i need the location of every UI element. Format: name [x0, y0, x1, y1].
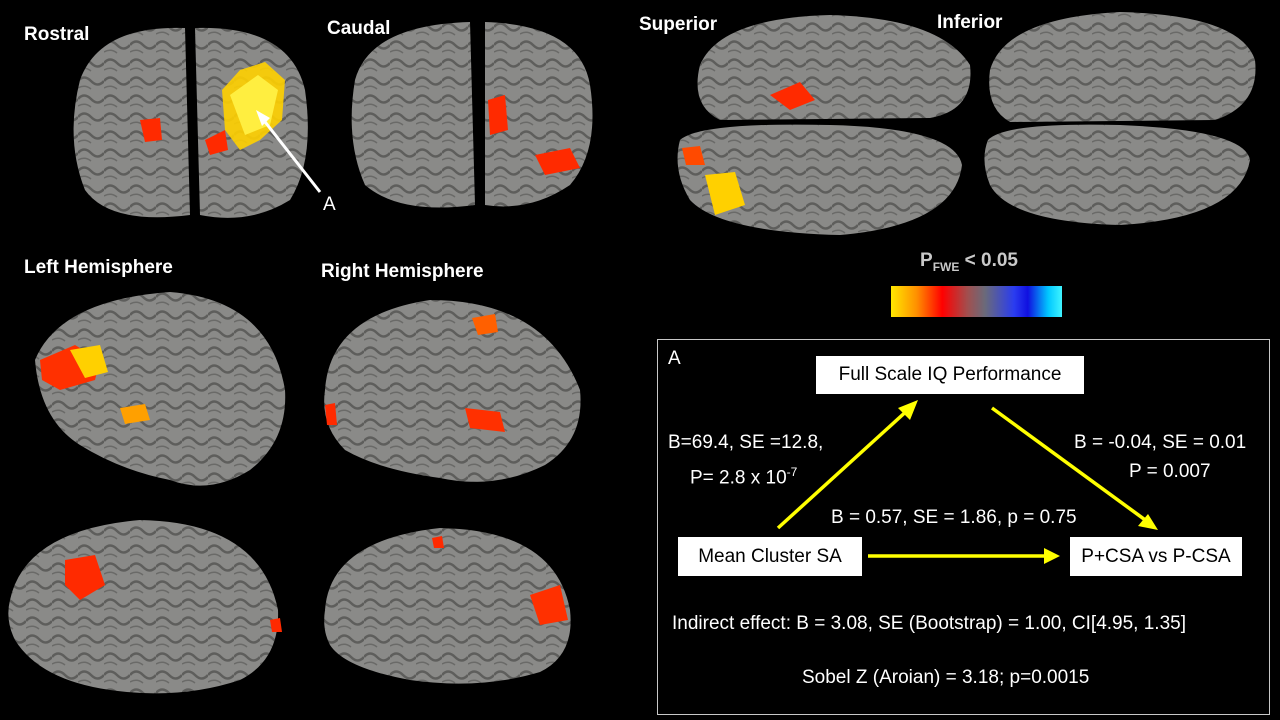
label-caudal: Caudal [327, 18, 391, 39]
legend-title-main: P [920, 250, 933, 271]
callout-label: A [323, 194, 336, 215]
legend-title-rest: < 0.05 [959, 250, 1018, 271]
legend-title-sub: FWE [932, 259, 960, 274]
path-b-line2: P = 0.007 [1129, 461, 1211, 482]
mediator-box: Full Scale IQ Performance [816, 356, 1084, 394]
brain-left-medial-view [8, 520, 282, 694]
mediation-arrows [776, 400, 1158, 564]
outcome-box: P+CSA vs P-CSA [1070, 537, 1242, 576]
label-rostral: Rostral [24, 24, 90, 45]
arrow-predictor-to-mediator [776, 406, 912, 530]
label-inferior: Inferior [937, 12, 1003, 33]
label-right-hemisphere: Right Hemisphere [321, 261, 484, 282]
path-a-prefix: P= 2.8 x 10 [690, 467, 787, 489]
callout-arrow-line [260, 117, 322, 193]
path-a-exponent: -7 [786, 465, 798, 479]
path-a-line1: B=69.4, SE =12.8, [668, 432, 824, 453]
arrowhead-outcome-direct [1044, 548, 1060, 564]
brain-superior-view [677, 15, 971, 235]
brain-right-medial-view [324, 528, 571, 684]
brain-left-lateral-view [35, 292, 286, 486]
arrowhead-outcome-from-mediator [1138, 514, 1158, 530]
path-a-line2: P= 2.8 x 10-7 [690, 457, 797, 493]
indirect-effect: Indirect effect: B = 3.08, SE (Bootstrap… [672, 613, 1187, 634]
arrow-mediator-to-outcome [990, 406, 1150, 524]
predictor-box: Mean Cluster SA [678, 537, 862, 576]
legend-colorbar [891, 286, 1062, 317]
mediation-panel [657, 339, 1270, 715]
legend-title: PFWE < 0.05 [920, 250, 1018, 274]
brain-rostral-view [73, 27, 308, 218]
path-c-direct: B = 0.57, SE = 1.86, p = 0.75 [831, 507, 1077, 528]
mediation-panel-label: A [668, 348, 681, 369]
label-superior: Superior [639, 14, 718, 35]
brain-caudal-view [351, 22, 593, 208]
path-b-line1: B = -0.04, SE = 0.01 [1074, 432, 1247, 453]
sobel-test: Sobel Z (Aroian) = 3.18; p=0.0015 [802, 667, 1090, 688]
brain-right-lateral-view [324, 300, 581, 482]
callout-arrowhead [256, 110, 270, 126]
arrowhead-mediator [898, 400, 918, 420]
label-left-hemisphere: Left Hemisphere [24, 257, 173, 278]
brain-inferior-view [984, 12, 1256, 225]
